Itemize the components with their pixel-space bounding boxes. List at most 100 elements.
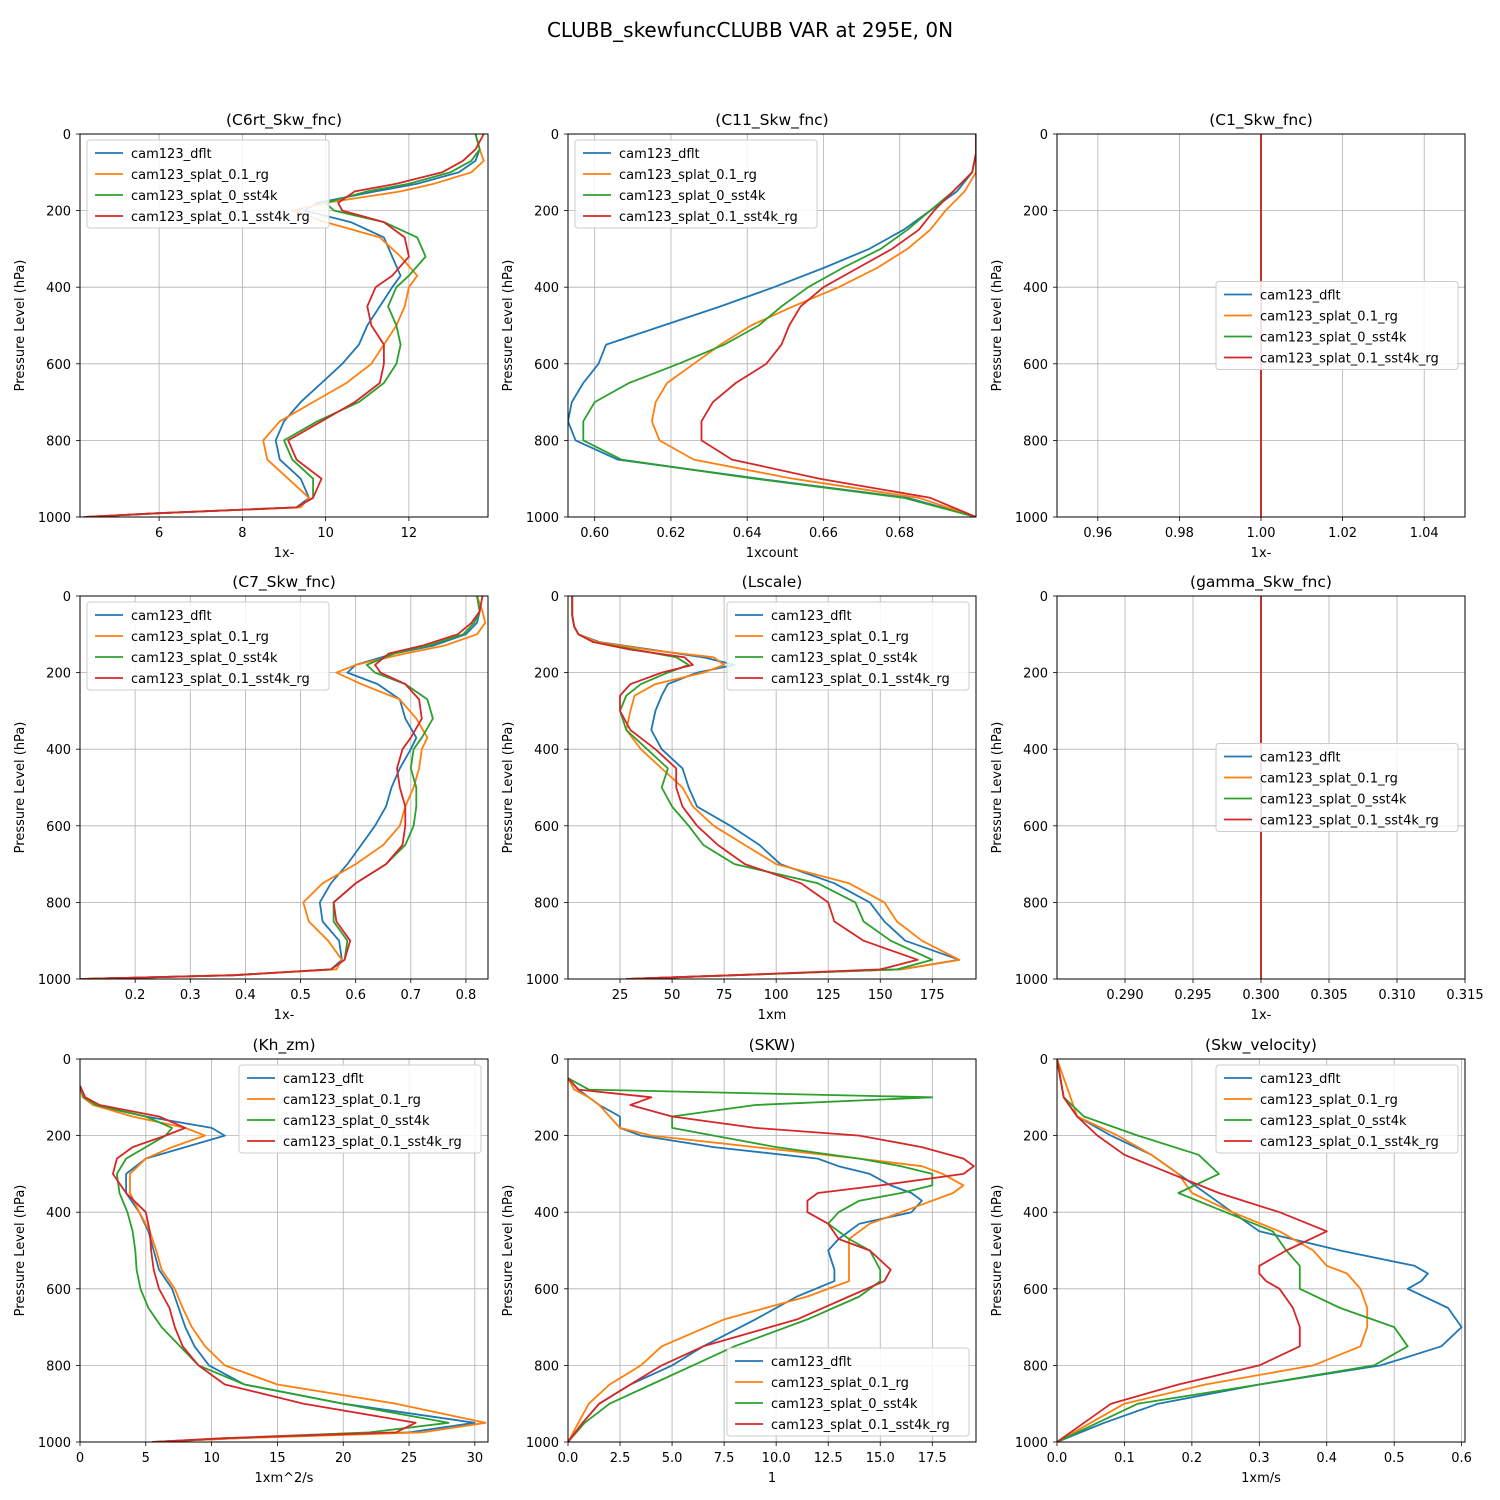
x-tick-label: 0.64 bbox=[733, 526, 762, 541]
y-tick-label: 0 bbox=[551, 590, 559, 605]
x-tick-label: 0.3 bbox=[1249, 1451, 1270, 1466]
x-tick-label: 10 bbox=[203, 1451, 220, 1466]
legend-label-cam123_splat_0_sst4k: cam123_splat_0_sst4k bbox=[283, 1114, 430, 1129]
subplot-grid: 6 8 10 1202004006008001000(C6rt_Skw_fnc)1x-… bbox=[13, 111, 1484, 1486]
legend-label-cam123_splat_0.1_sst4k_rg: cam123_splat_0.1_sst4k_rg bbox=[771, 1418, 950, 1433]
y-axis-label: Pressure Level (hPa) bbox=[501, 260, 516, 392]
legend-label-cam123_splat_0.1_sst4k_rg: cam123_splat_0.1_sst4k_rg bbox=[1260, 352, 1439, 367]
y-tick-label: 600 bbox=[1023, 820, 1048, 835]
series-group bbox=[568, 1077, 975, 1442]
y-tick-label: 1000 bbox=[38, 973, 71, 988]
x-tick-label: 0.305 bbox=[1310, 988, 1347, 1003]
series-line-cam123_dflt bbox=[84, 134, 481, 517]
y-tick-label: 0 bbox=[1040, 1053, 1048, 1068]
x-tick-label: 0.6 bbox=[1451, 1451, 1472, 1466]
series-line-cam123_splat_0.1_sst4k_rg bbox=[80, 596, 484, 979]
legend-label-cam123_splat_0_sst4k: cam123_splat_0_sst4k bbox=[131, 189, 278, 204]
y-tick-label: 800 bbox=[46, 434, 71, 449]
y-axis-label: Pressure Level (hPa) bbox=[501, 1185, 516, 1317]
legend-label-cam123_splat_0.1_rg: cam123_splat_0.1_rg bbox=[283, 1093, 421, 1108]
y-tick-label: 400 bbox=[1023, 1206, 1048, 1221]
axes-frame bbox=[567, 133, 977, 518]
y-tick-label: 0 bbox=[63, 590, 71, 605]
subplot-title: (C7_Skw_fnc) bbox=[232, 573, 336, 592]
y-axis-label: Pressure Level (hPa) bbox=[501, 722, 516, 854]
x-tick-label: 10 bbox=[317, 526, 334, 541]
x-tick-label: 0.4 bbox=[235, 988, 256, 1003]
x-tick-label: 0.0 bbox=[1047, 1451, 1068, 1466]
y-tick-label: 1000 bbox=[38, 511, 71, 526]
x-tick-label: 30 bbox=[467, 1451, 484, 1466]
y-tick-label: 200 bbox=[534, 1130, 559, 1145]
series-line-cam123_splat_0_sst4k bbox=[582, 134, 976, 517]
legend-label-cam123_splat_0.1_sst4k_rg: cam123_splat_0.1_sst4k_rg bbox=[1260, 1135, 1439, 1150]
y-axis-label: Pressure Level (hPa) bbox=[990, 1185, 1005, 1317]
y-tick-label: 0 bbox=[551, 128, 559, 143]
legend: cam123_dflt cam123_splat_0.1_rg cam123_spl… bbox=[726, 601, 970, 691]
x-tick-label: 0.68 bbox=[885, 526, 914, 541]
x-axis-label: 1x- bbox=[1251, 546, 1272, 561]
x-tick-label: 0.310 bbox=[1378, 988, 1415, 1003]
y-tick-label: 800 bbox=[534, 1359, 559, 1374]
legend-label-cam123_dflt: cam123_dflt bbox=[283, 1072, 364, 1087]
axes-frame bbox=[567, 595, 977, 980]
legend-label-cam123_splat_0.1_rg: cam123_splat_0.1_rg bbox=[1260, 1093, 1398, 1108]
legend: cam123_dflt cam123_splat_0.1_rg cam123_spl… bbox=[86, 601, 330, 691]
legend-label-cam123_dflt: cam123_dflt bbox=[771, 1355, 852, 1370]
y-axis-label: Pressure Level (hPa) bbox=[990, 260, 1005, 392]
y-tick-label: 1000 bbox=[1015, 1436, 1048, 1451]
legend-label-cam123_splat_0.1_sst4k_rg: cam123_splat_0.1_sst4k_rg bbox=[771, 672, 950, 687]
x-tick-label: 0.2 bbox=[125, 988, 146, 1003]
legend-box bbox=[574, 139, 818, 229]
x-tick-label: 0.98 bbox=[1165, 526, 1194, 541]
series-line-cam123_splat_0_sst4k bbox=[80, 596, 481, 979]
y-tick-label: 200 bbox=[1023, 667, 1048, 682]
y-tick-label: 1000 bbox=[526, 1436, 559, 1451]
legend-label-cam123_splat_0.1_sst4k_rg: cam123_splat_0.1_sst4k_rg bbox=[619, 210, 798, 225]
series-line-cam123_splat_0.1_sst4k_rg bbox=[84, 134, 485, 517]
subplot-5: 25 50 75 100 125 150 175 0 200 400 600 800 1000 (Lsca… bbox=[501, 573, 977, 1023]
legend-box bbox=[726, 601, 970, 691]
y-tick-label: 0 bbox=[63, 128, 71, 143]
x-axis-label: 1xcount bbox=[746, 546, 798, 561]
legend-box bbox=[86, 139, 330, 229]
y-tick-label: 200 bbox=[534, 667, 559, 682]
legend: cam123_dflt cam123_splat_0.1_rg cam123_spl… bbox=[726, 1347, 970, 1437]
legend-label-cam123_splat_0.1_rg: cam123_splat_0.1_rg bbox=[131, 630, 269, 645]
y-tick-label: 400 bbox=[1023, 743, 1048, 758]
x-axis-label: 1xm^2/s bbox=[255, 1471, 314, 1486]
x-tick-label: 100 bbox=[764, 988, 789, 1003]
y-axis-label: Pressure Level (hPa) bbox=[13, 260, 28, 392]
series-line-cam123_splat_0_sst4k bbox=[84, 134, 481, 517]
legend-label-cam123_dflt: cam123_dflt bbox=[1260, 1072, 1341, 1087]
x-tick-label: 0.3 bbox=[180, 988, 201, 1003]
legend: cam123_dflt cam123_splat_0.1_rg cam123_spl… bbox=[1215, 743, 1459, 832]
legend-label-cam123_splat_0_sst4k: cam123_splat_0_sst4k bbox=[1260, 793, 1407, 808]
subplot-1: 6 8 10 12 0 200 400 600 800 1000 (C6rt_Skw_fnc) 1x-… bbox=[13, 111, 489, 561]
y-tick-label: 600 bbox=[1023, 358, 1048, 373]
legend-label-cam123_dflt: cam123_dflt bbox=[619, 147, 700, 162]
subplot-8: 0.0 2.5 5.0 7.5 10.0 12.5 15.0 17.5 0 200 400 600 80… bbox=[501, 1036, 977, 1486]
subplot-2: 0.60 0.62 0.64 0.66 0.68 0 200 400 600 800 1000 (C1… bbox=[501, 111, 977, 561]
subplot-title: (SKW) bbox=[749, 1036, 796, 1054]
legend-label-cam123_splat_0_sst4k: cam123_splat_0_sst4k bbox=[771, 1397, 918, 1412]
axes-frame bbox=[1056, 1058, 1466, 1443]
y-tick-label: 800 bbox=[1023, 896, 1048, 911]
x-tick-label: 0.2 bbox=[1182, 1451, 1203, 1466]
y-tick-label: 0 bbox=[1040, 128, 1048, 143]
x-tick-label: 17.5 bbox=[918, 1451, 947, 1466]
series-line-cam123_splat_0.1_rg bbox=[568, 1077, 965, 1442]
y-tick-label: 600 bbox=[534, 1283, 559, 1298]
y-tick-label: 200 bbox=[1023, 205, 1048, 220]
x-tick-label: 175 bbox=[920, 988, 945, 1003]
x-tick-label: 10.0 bbox=[762, 1451, 791, 1466]
y-tick-label: 800 bbox=[534, 896, 559, 911]
legend-label-cam123_splat_0.1_rg: cam123_splat_0.1_rg bbox=[619, 168, 757, 183]
y-tick-label: 400 bbox=[534, 1206, 559, 1221]
y-tick-label: 1000 bbox=[38, 1436, 71, 1451]
series-line-cam123_splat_0.1_rg bbox=[84, 134, 485, 517]
x-tick-label: 15 bbox=[269, 1451, 286, 1466]
x-tick-label: 5.0 bbox=[662, 1451, 683, 1466]
y-tick-label: 0 bbox=[63, 1053, 71, 1068]
x-tick-label: 8 bbox=[238, 526, 246, 541]
